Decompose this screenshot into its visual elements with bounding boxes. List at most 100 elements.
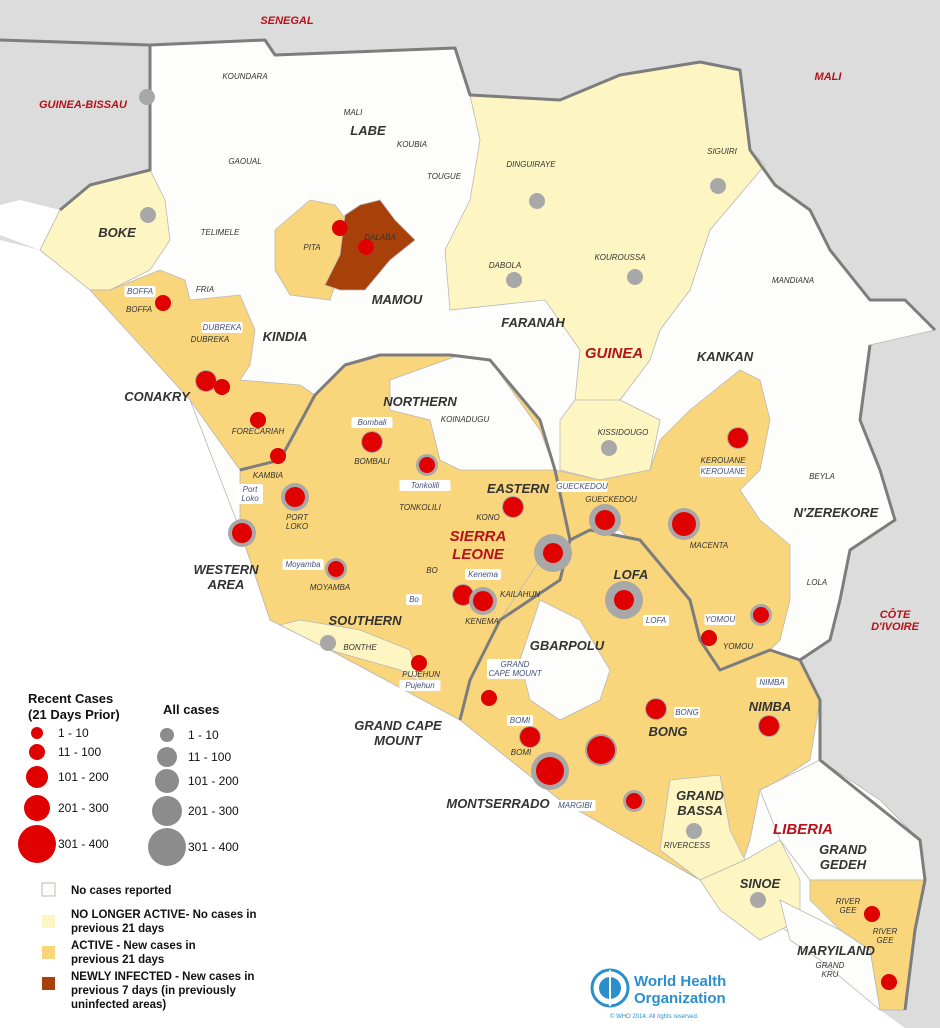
label-line: N'ZEREKORE (794, 505, 879, 520)
recent-cases-marker (520, 727, 540, 747)
district-label: Bombali (358, 418, 387, 427)
legend-category-text: previous 21 days (71, 954, 164, 966)
legend-all-circle (157, 747, 177, 767)
label-line: MACENTA (690, 541, 729, 550)
label-line: KOINADUGU (441, 415, 490, 424)
label-line: Loko (241, 494, 259, 503)
legend-category-text: NEWLY INFECTED - New cases in (71, 971, 254, 983)
district-label: MALI (344, 108, 363, 117)
all-cases-marker (140, 207, 156, 223)
area-sinoe (699, 839, 801, 941)
label-line: Bo (409, 595, 419, 604)
legend-all-range: 101 - 200 (188, 774, 239, 788)
who-name-line-2: Organization (634, 990, 726, 1007)
all-cases-marker (750, 892, 766, 908)
district-label: MOYAMBA (310, 583, 350, 592)
district-label: Kenema (468, 570, 498, 579)
label-line: GBARPOLU (530, 638, 605, 653)
district-label-box (643, 615, 669, 626)
district-label: BOFFA (127, 287, 153, 296)
district-label-box (487, 659, 543, 679)
label-line: LIBERIA (773, 821, 833, 838)
label-line: BASSA (677, 803, 723, 818)
region-label: EASTERN (487, 481, 550, 496)
region-label: BOKE (98, 225, 136, 240)
district-label: KAILAHUN (500, 590, 540, 599)
label-line: KINDIA (263, 329, 308, 344)
label-line: Tonkolili (411, 481, 440, 490)
label-line: KOUNDARA (222, 72, 267, 81)
label-line: AREA (207, 577, 245, 592)
region-label: GRAND BASSA (676, 788, 724, 818)
district-label: KAMBIA (253, 471, 283, 480)
district-label: PUJEHUN (402, 670, 440, 679)
label-line: MONTSERRADO (446, 796, 549, 811)
label-line: Pujehun (405, 681, 435, 690)
recent-cases-marker (411, 655, 427, 671)
recent-cases-marker (481, 690, 497, 706)
legend: Recent Cases(21 Days Prior) All cases 1 - … (18, 691, 257, 1011)
district-label: BOMI (511, 748, 532, 757)
label-line: BOMI (511, 748, 532, 757)
region-label: NORTHERN (383, 394, 457, 409)
district-label: PITA (303, 243, 320, 252)
district-label: BONG (675, 708, 699, 717)
recent-cases-marker (614, 590, 634, 610)
label-line: MANDIANA (772, 276, 814, 285)
label-line: CAPE MOUNT (488, 669, 542, 678)
region-label: LOFA (614, 567, 649, 582)
label-line: D'IVOIRE (871, 621, 920, 633)
label-line: MAMOU (372, 292, 423, 307)
label-line: GEE (877, 936, 895, 945)
district-label: RIVERCESS (664, 841, 711, 850)
all-cases-marker (320, 635, 336, 651)
label-line: KOUBIA (397, 140, 427, 149)
district-label-box (201, 322, 243, 333)
region-label: CONAKRY (124, 389, 191, 404)
recent-cases-marker (250, 412, 266, 428)
district-label: KOINADUGU (441, 415, 490, 424)
legend-recent-range: 101 - 200 (58, 770, 109, 784)
district-label: YOMOU (723, 642, 753, 651)
label-line: LABE (350, 123, 386, 138)
district-label: LOFA (646, 616, 666, 625)
district-label: MARGIBI (558, 801, 593, 810)
district-label-box (554, 800, 596, 811)
label-line: DUBREKA (191, 335, 230, 344)
district-label-box (399, 480, 451, 491)
label-line: CÔTE (880, 608, 911, 621)
who-name-line-1: World Health (634, 973, 726, 990)
guinea-north-border (0, 38, 937, 332)
legend-all-range: 301 - 400 (188, 840, 239, 854)
country-label: SENEGAL (260, 15, 313, 27)
district-label: RIVER GEE (873, 927, 898, 945)
legend-category-text: NO LONGER ACTIVE- No cases in (71, 909, 257, 921)
label-line: TELIMELE (201, 228, 240, 237)
label-line: BEYLA (809, 472, 835, 481)
label-line: KENEMA (465, 617, 499, 626)
area-maryland (779, 899, 881, 1011)
region-label: MONTSERRADO (446, 796, 549, 811)
district-label-box (351, 417, 393, 428)
district-label: BOFFA (126, 305, 152, 314)
district-label-box (556, 481, 608, 492)
recent-cases-marker (759, 716, 779, 736)
region-label: GBARPOLU (530, 638, 605, 653)
district-label: SIGUIRI (707, 147, 738, 156)
district-label: BO (426, 566, 438, 575)
recent-cases-marker (864, 906, 880, 922)
district-label: BOMBALI (354, 457, 390, 466)
region-label: MAMOU (372, 292, 423, 307)
legend-category-text: No cases reported (71, 885, 171, 897)
recent-cases-marker (881, 974, 897, 990)
all-cases-marker (529, 193, 545, 209)
label-line: PORT (286, 513, 309, 522)
recent-cases-marker (626, 793, 642, 809)
label-line: MARGIBI (558, 801, 593, 810)
district-label: Moyamba (285, 560, 321, 569)
label-line: PITA (303, 243, 320, 252)
label-line: YOMOU (705, 615, 735, 624)
label-line: BONG (675, 708, 699, 717)
region-label: GRAND GEDEH (819, 842, 867, 872)
region-label: FARANAH (501, 315, 565, 330)
